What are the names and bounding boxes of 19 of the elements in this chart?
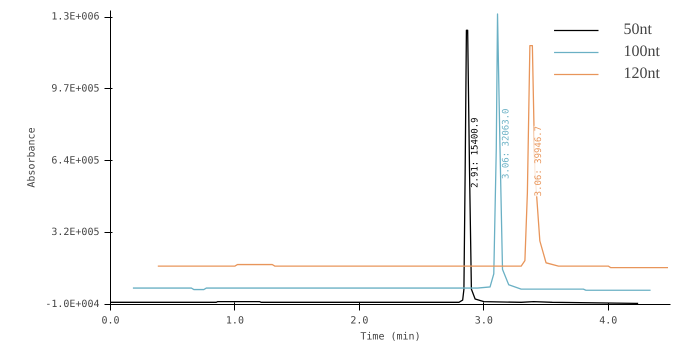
x-axis-title: Time (min): [360, 332, 421, 342]
annotation: 2.91: 15400.9: [470, 117, 480, 188]
y-axis-title: Absorbance: [26, 127, 38, 188]
line-series: [157, 44, 669, 268]
y-tick-label: -1.0E+004: [45, 299, 100, 310]
x-tick-label: 1.0: [226, 316, 244, 326]
annotation: 3.06: 32063.0: [502, 108, 512, 179]
legend-label: 50nt: [624, 21, 652, 39]
x-tick-label: 0.0: [101, 316, 120, 326]
legend-label: 100nt: [624, 43, 660, 61]
x-tick-label: 4.0: [599, 316, 618, 326]
x-tick-label: 2.0: [350, 316, 368, 326]
y-tick-label: 1.3E+006: [51, 12, 100, 23]
legend-label: 120nt: [624, 65, 660, 83]
x-tick-label: 3.0: [474, 316, 493, 326]
y-tick-label: 6.4E+005: [51, 155, 100, 166]
annotation: 3.06: 39946.7: [534, 126, 544, 196]
y-tick-label: 9.7E+005: [51, 83, 100, 94]
y-tick-label: 3.2E+005: [51, 227, 100, 238]
